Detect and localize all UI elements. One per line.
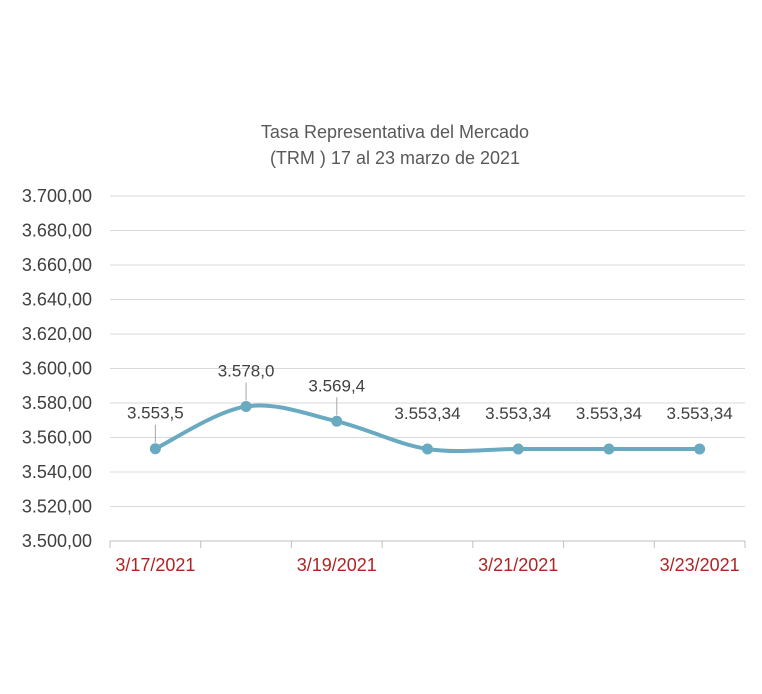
data-point [694, 443, 706, 455]
y-tick-label: 3.600,00 [22, 359, 92, 379]
x-axis-ticks: 3/17/2021 3/19/2021 3/21/2021 3/23/2021 [109, 541, 746, 575]
chart-title-line-2: (TRM ) 17 al 23 marzo de 2021 [270, 148, 520, 168]
data-point [149, 443, 161, 455]
chart-title: Tasa Representativa del Mercado (TRM ) 1… [261, 122, 529, 168]
y-tick-label: 3.620,00 [22, 324, 92, 344]
data-label: 3.569,4 [308, 376, 365, 395]
data-label: 3.553,34 [667, 404, 733, 423]
data-label: 3.553,34 [394, 404, 460, 423]
data-point [422, 443, 433, 455]
data-label: 3.553,34 [576, 404, 642, 423]
x-tick-label: 3/19/2021 [297, 555, 377, 575]
y-tick-label: 3.560,00 [22, 428, 92, 448]
x-tick-label: 3/21/2021 [478, 555, 558, 575]
y-tick-label: 3.500,00 [22, 531, 92, 551]
y-tick-label: 3.580,00 [22, 393, 92, 413]
data-point [512, 443, 524, 455]
data-point [603, 443, 615, 455]
data-point [331, 415, 343, 427]
gridlines [110, 195, 745, 542]
y-tick-label: 3.700,00 [22, 186, 92, 206]
y-tick-label: 3.680,00 [22, 221, 92, 241]
x-tick-label: 3/17/2021 [115, 555, 195, 575]
chart-title-line-1: Tasa Representativa del Mercado [261, 122, 529, 142]
data-labels: 3.553,5 3.578,0 3.569,4 3.553,34 3.553,34 3.5… [127, 361, 733, 443]
data-label: 3.578,0 [218, 361, 275, 380]
y-tick-label: 3.520,00 [22, 497, 92, 517]
data-label: 3.553,5 [127, 404, 184, 423]
data-label: 3.553,34 [485, 404, 551, 423]
y-tick-label: 3.540,00 [22, 462, 92, 482]
data-point [240, 400, 252, 412]
y-tick-label: 3.660,00 [22, 255, 92, 275]
x-tick-label: 3/23/2021 [660, 555, 740, 575]
series-trm [149, 400, 706, 455]
y-tick-label: 3.640,00 [22, 290, 92, 310]
y-axis-ticks: 3.500,00 3.520,00 3.540,00 3.560,00 3.580,00… [22, 186, 92, 551]
